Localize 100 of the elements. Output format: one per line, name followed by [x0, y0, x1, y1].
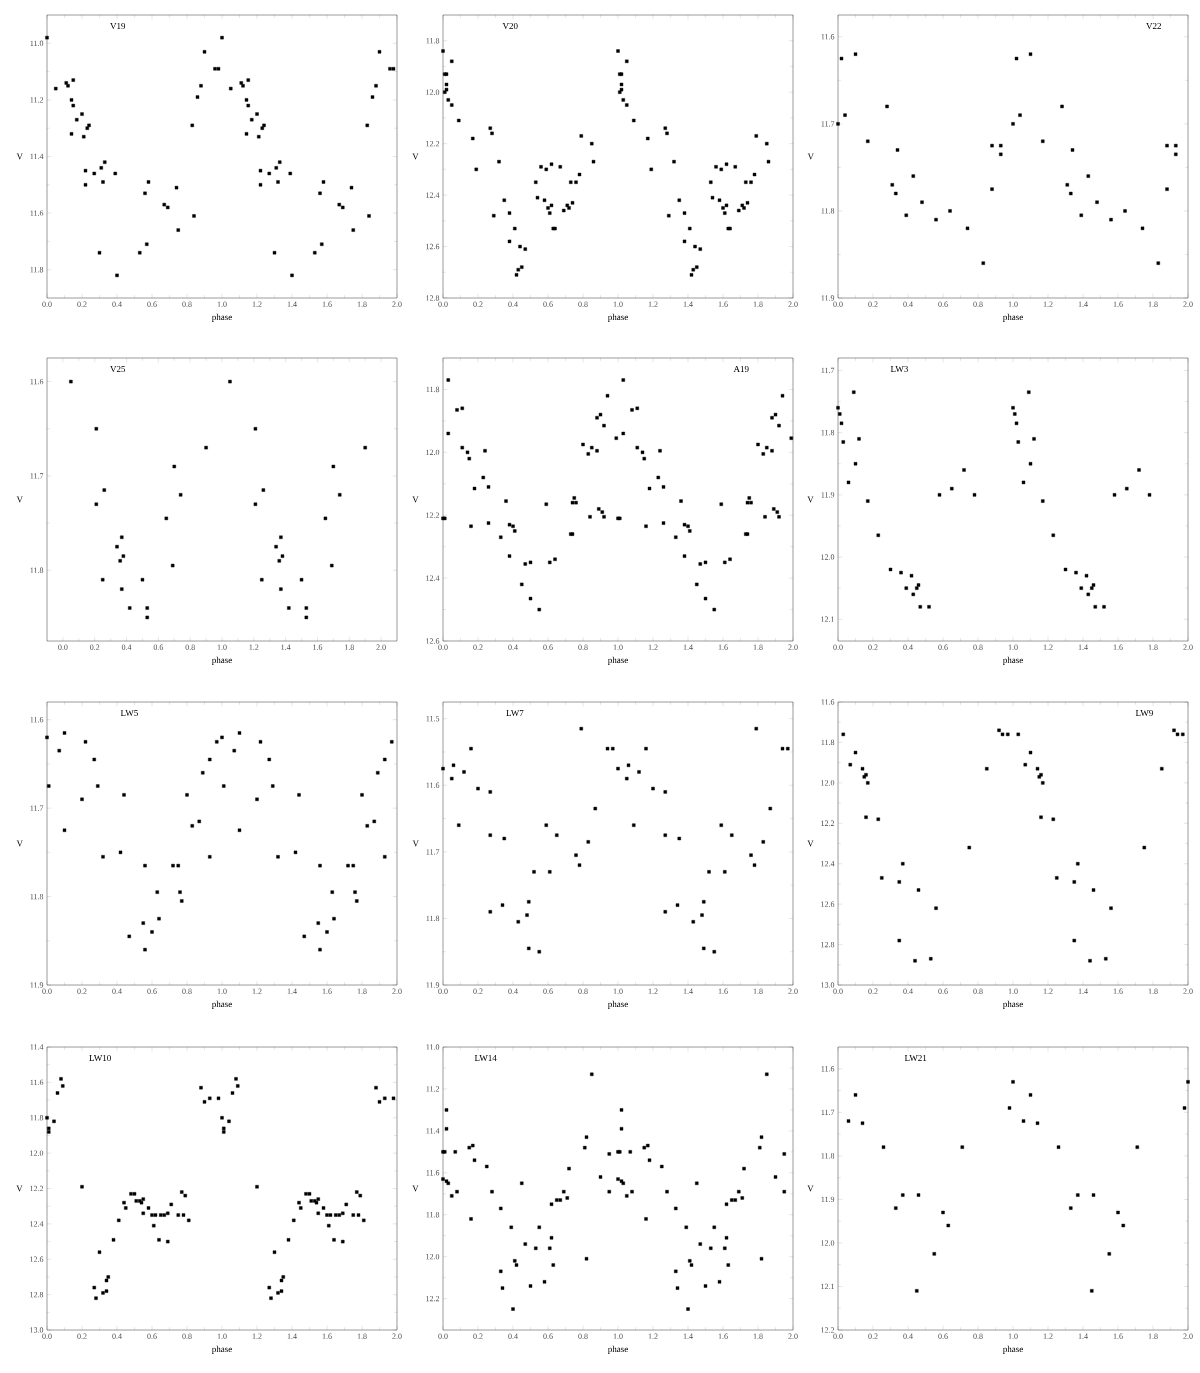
text: A19	[733, 366, 749, 373]
point	[866, 499, 870, 503]
point	[120, 587, 124, 591]
point	[376, 771, 380, 775]
point	[1165, 187, 1169, 191]
x-axis-title: phase	[1002, 313, 1023, 322]
point	[626, 763, 631, 767]
point	[1011, 1080, 1015, 1084]
point	[1160, 767, 1164, 771]
point	[220, 735, 224, 740]
point	[981, 261, 985, 265]
x-axis-title: phase	[211, 313, 232, 322]
point	[848, 762, 852, 767]
point	[1102, 605, 1106, 609]
point	[1069, 1206, 1073, 1210]
point	[839, 421, 844, 426]
point	[365, 824, 369, 828]
point	[544, 823, 548, 827]
point	[261, 488, 266, 492]
point	[1079, 586, 1083, 590]
point	[901, 1193, 905, 1197]
y-axis-title: V	[807, 840, 814, 847]
point	[318, 947, 322, 952]
point	[1109, 906, 1113, 910]
point	[1035, 1121, 1040, 1125]
x-axis-title: phase	[1002, 1000, 1023, 1009]
point	[1107, 1252, 1111, 1256]
point	[441, 766, 445, 771]
point	[586, 840, 590, 844]
point	[157, 917, 161, 921]
point	[860, 1121, 865, 1125]
point	[897, 938, 901, 943]
point	[1014, 56, 1019, 61]
y-axis-title: V	[807, 153, 814, 160]
point	[62, 828, 67, 832]
point	[222, 784, 226, 788]
point	[62, 731, 67, 735]
point	[1137, 468, 1141, 472]
point	[846, 480, 851, 485]
point	[909, 574, 914, 578]
point	[946, 1223, 950, 1228]
point	[355, 899, 359, 903]
point	[331, 464, 336, 469]
point	[1109, 217, 1113, 222]
point	[663, 790, 667, 794]
y-axis-title: V	[807, 496, 814, 503]
point	[360, 793, 364, 797]
point	[616, 766, 620, 771]
point	[122, 793, 126, 797]
point	[632, 823, 636, 827]
point	[338, 493, 342, 497]
point	[1181, 732, 1185, 737]
point	[237, 731, 242, 735]
point	[1121, 1223, 1125, 1228]
x-axis-title: phase	[1002, 1345, 1023, 1354]
point	[990, 187, 994, 191]
point	[611, 746, 615, 751]
point	[277, 559, 281, 563]
point	[866, 781, 870, 785]
point	[637, 770, 641, 774]
point	[857, 437, 861, 441]
y-axis-title: V	[412, 496, 419, 503]
point	[101, 855, 105, 859]
text: V19	[110, 22, 126, 30]
point	[707, 870, 711, 874]
point	[1011, 122, 1015, 126]
point	[768, 806, 772, 811]
text: V25	[110, 365, 126, 373]
point	[83, 740, 88, 744]
point	[208, 757, 212, 762]
point	[1091, 1193, 1096, 1197]
point	[185, 793, 189, 797]
point	[488, 910, 492, 914]
point	[864, 815, 868, 819]
point	[918, 605, 922, 609]
point	[574, 853, 578, 857]
point	[100, 578, 105, 582]
point	[1174, 152, 1178, 157]
point	[1182, 1106, 1187, 1110]
point	[901, 862, 905, 866]
point	[1090, 586, 1094, 590]
point	[1091, 888, 1096, 892]
point	[836, 122, 840, 126]
point	[351, 863, 355, 868]
point	[894, 1206, 898, 1210]
point	[1028, 52, 1033, 56]
point	[346, 863, 350, 868]
point	[1090, 1289, 1094, 1293]
point	[516, 920, 520, 924]
point	[115, 544, 119, 549]
point	[1028, 750, 1033, 755]
point	[197, 819, 201, 824]
point	[255, 797, 259, 801]
point	[1035, 767, 1040, 771]
point	[94, 427, 99, 431]
point	[176, 863, 180, 868]
point	[1007, 1106, 1012, 1110]
point	[852, 390, 856, 394]
point	[1016, 732, 1020, 737]
point	[920, 200, 924, 204]
